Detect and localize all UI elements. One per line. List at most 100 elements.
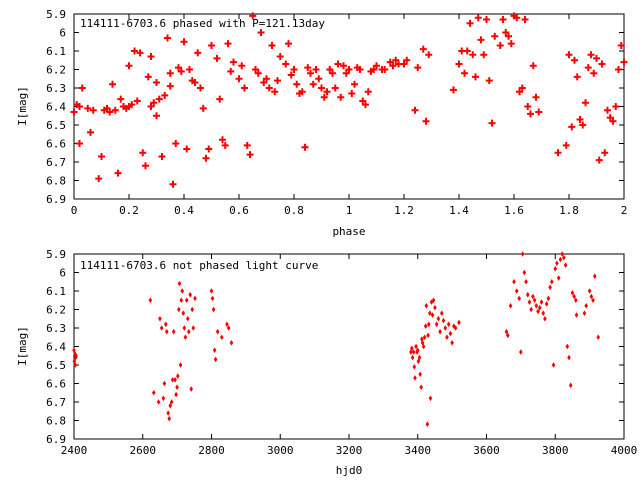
data-point xyxy=(579,121,587,129)
data-point xyxy=(268,41,276,49)
y-tick-label: 6.3 xyxy=(46,322,66,335)
data-point xyxy=(359,97,367,105)
data-point xyxy=(334,60,342,68)
data-point xyxy=(411,106,419,114)
data-point xyxy=(293,80,301,88)
data-point xyxy=(571,56,578,64)
x-tick-label: 1 xyxy=(346,204,353,217)
data-point xyxy=(593,54,600,62)
data-point xyxy=(190,306,195,313)
data-point xyxy=(356,66,364,73)
data-point xyxy=(326,66,334,73)
data-point xyxy=(209,288,214,294)
data-point xyxy=(362,101,369,109)
data-points xyxy=(72,251,601,427)
data-point xyxy=(158,315,162,322)
data-point xyxy=(213,54,221,62)
data-point xyxy=(572,293,576,300)
data-point xyxy=(120,103,127,110)
data-point xyxy=(153,112,160,120)
y-tick-label: 6.2 xyxy=(46,64,66,77)
data-point xyxy=(171,328,176,335)
x-axis-label: hjd0 xyxy=(336,464,363,477)
data-point xyxy=(419,384,423,390)
data-point xyxy=(422,334,427,341)
data-point xyxy=(76,103,83,110)
data-point xyxy=(177,306,181,313)
data-point xyxy=(168,402,173,409)
data-point xyxy=(187,328,191,335)
data-point xyxy=(147,53,155,61)
data-point xyxy=(191,325,196,331)
data-point xyxy=(246,151,254,159)
data-point xyxy=(167,415,172,422)
data-point xyxy=(573,73,581,81)
data-point xyxy=(191,78,199,86)
y-tick-label: 6.5 xyxy=(46,119,66,132)
data-point xyxy=(455,60,463,68)
data-point xyxy=(425,421,430,427)
data-point xyxy=(555,260,559,267)
data-point xyxy=(364,88,372,96)
data-point xyxy=(139,149,147,157)
data-point xyxy=(520,251,525,257)
data-point xyxy=(601,149,609,157)
axis-ticks xyxy=(73,13,625,200)
data-point xyxy=(208,41,215,49)
data-point xyxy=(210,295,215,302)
data-point xyxy=(574,297,578,304)
x-tick-label: 0.4 xyxy=(174,204,194,217)
data-point xyxy=(254,69,262,77)
data-point xyxy=(620,58,628,66)
data-point xyxy=(155,95,163,103)
axis-ticks xyxy=(73,253,625,440)
data-point xyxy=(89,106,97,114)
data-point xyxy=(117,95,125,103)
data-point xyxy=(400,60,408,68)
data-point xyxy=(114,169,122,177)
data-point xyxy=(463,47,471,55)
data-point xyxy=(175,64,182,72)
data-point xyxy=(604,106,611,114)
data-point xyxy=(186,66,193,73)
data-point xyxy=(582,99,589,107)
x-tick-label: 4000 xyxy=(611,444,638,457)
data-point xyxy=(477,36,485,44)
data-point xyxy=(517,295,521,302)
data-point xyxy=(87,128,94,136)
data-point xyxy=(238,62,246,70)
data-point xyxy=(438,328,442,335)
data-point xyxy=(98,152,105,160)
data-point xyxy=(185,315,190,322)
data-point xyxy=(153,78,160,86)
y-tick-labels: 5.9 6 6.1 6.2 6.3 6.4 6.5 6.6 6.7 6.8 6.9 xyxy=(46,8,66,206)
data-point xyxy=(103,104,111,112)
data-point xyxy=(529,306,533,313)
data-point xyxy=(345,66,353,73)
data-point xyxy=(271,88,279,96)
data-point xyxy=(532,93,540,101)
data-point xyxy=(615,66,622,73)
data-point xyxy=(212,347,217,353)
data-point xyxy=(617,41,625,49)
data-point xyxy=(226,325,231,331)
data-point xyxy=(287,71,295,79)
data-point xyxy=(505,32,512,40)
data-point xyxy=(172,140,180,147)
data-point xyxy=(309,80,317,88)
y-tick-label: 6.8 xyxy=(46,415,66,428)
data-point xyxy=(70,108,78,116)
data-point xyxy=(367,67,375,75)
data-point xyxy=(353,64,361,72)
x-tick-label: 2 xyxy=(621,204,628,217)
data-point xyxy=(441,317,446,324)
data-point xyxy=(474,14,482,22)
data-point xyxy=(521,16,529,24)
data-point xyxy=(510,12,518,20)
data-point xyxy=(163,321,168,328)
data-point xyxy=(111,106,119,114)
data-point xyxy=(524,103,532,110)
data-point xyxy=(170,377,175,383)
data-point xyxy=(78,84,86,92)
data-point xyxy=(426,332,430,339)
